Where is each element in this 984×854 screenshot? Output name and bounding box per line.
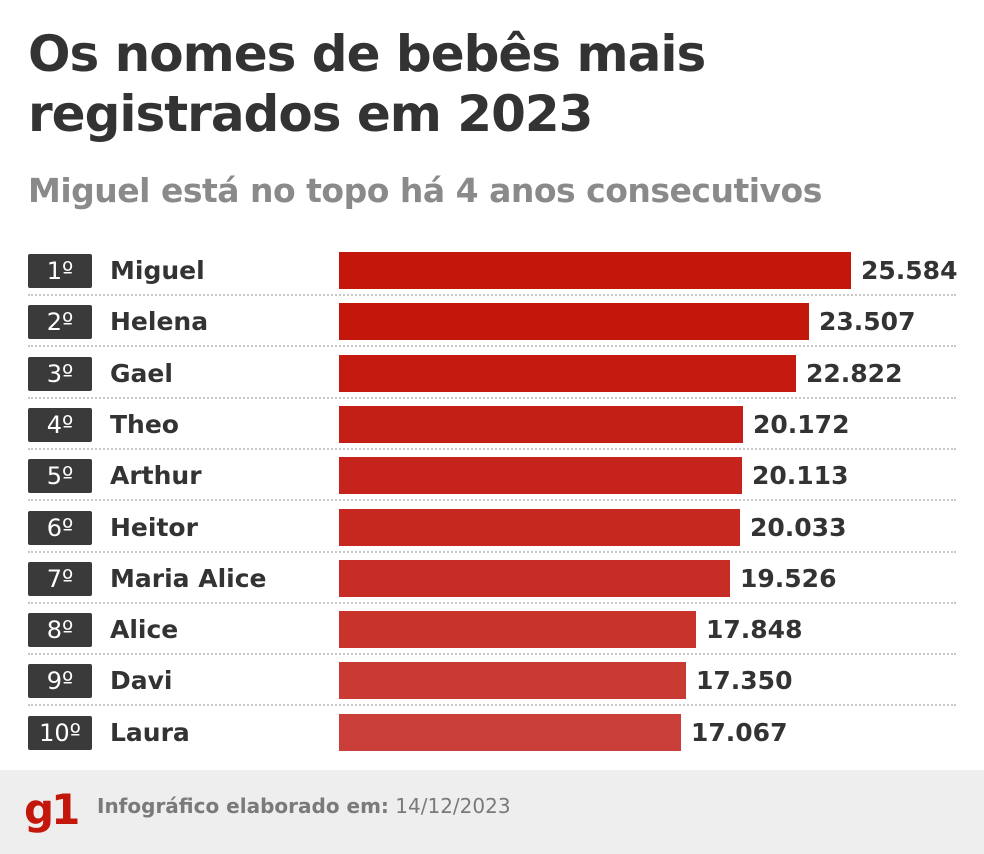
category-label: Heitor xyxy=(110,512,198,542)
bar xyxy=(339,713,681,751)
bar xyxy=(339,252,851,289)
row-divider xyxy=(28,550,956,553)
value-label: 20.033 xyxy=(750,512,847,542)
row-divider xyxy=(28,447,956,450)
category-label: Davi xyxy=(110,666,173,696)
rank-label: 9º xyxy=(46,667,74,696)
category-label: Gael xyxy=(110,358,173,388)
value-label: 20.172 xyxy=(753,409,850,439)
row-divider xyxy=(28,601,956,604)
rank-label: 1º xyxy=(46,257,74,285)
value-label: 17.350 xyxy=(696,666,793,696)
footer-date: 14/12/2023 xyxy=(395,794,511,818)
category-label: Maria Alice xyxy=(110,563,267,593)
rank-badge xyxy=(28,715,92,750)
value-label: 17.848 xyxy=(706,615,803,645)
rank-label: 10º xyxy=(39,718,81,747)
rank-badge xyxy=(28,407,92,442)
rank-badge xyxy=(28,356,92,391)
row-divider xyxy=(28,396,956,399)
bar xyxy=(339,457,742,495)
g1-logo: g1 xyxy=(24,785,80,834)
rank-label: 4º xyxy=(46,410,74,439)
value-label: 25.584 xyxy=(861,256,958,285)
category-label: Helena xyxy=(110,307,209,337)
rank-label: 5º xyxy=(46,462,74,491)
value-label: 23.507 xyxy=(819,307,916,337)
bar xyxy=(339,662,686,700)
chart-title: Os nomes de bebês mais registrados em 20… xyxy=(28,25,706,143)
row-divider xyxy=(28,345,956,348)
rank-badge xyxy=(28,254,92,288)
bar xyxy=(339,559,730,597)
rank-badge xyxy=(28,305,92,340)
bar xyxy=(339,405,743,443)
category-label: Theo xyxy=(110,409,179,439)
bar xyxy=(339,611,696,649)
value-label: 22.822 xyxy=(806,358,903,388)
rank-badge xyxy=(28,510,92,545)
category-label: Miguel xyxy=(110,256,205,285)
row-divider xyxy=(28,294,956,296)
category-label: Alice xyxy=(110,615,179,645)
rank-label: 6º xyxy=(46,513,74,542)
rank-label: 8º xyxy=(46,616,74,645)
bar xyxy=(339,303,809,341)
footer: g1 Infográfico elaborado em: 14/12/2023 xyxy=(0,770,984,854)
rank-badge xyxy=(28,561,92,596)
rank-badge xyxy=(28,459,92,494)
chart-subtitle: Miguel está no topo há 4 anos consecutiv… xyxy=(28,171,822,210)
value-label: 20.113 xyxy=(752,461,849,491)
value-label: 17.067 xyxy=(691,717,788,747)
category-label: Laura xyxy=(110,717,190,747)
rank-badge xyxy=(28,664,92,699)
value-label: 19.526 xyxy=(740,563,837,593)
bar-chart: 1º Miguel 25.584 2º Helena 23.507 3º Gael 22.822… xyxy=(0,244,984,764)
footer-note: Infográfico elaborado em: 14/12/2023 xyxy=(97,790,511,822)
rank-label: 3º xyxy=(46,359,74,388)
category-label: Arthur xyxy=(110,461,202,491)
rank-label: 7º xyxy=(46,564,74,593)
rank-badge xyxy=(28,613,92,648)
rank-label: 2º xyxy=(46,308,74,337)
bar xyxy=(339,508,740,546)
row-divider xyxy=(28,653,956,656)
footer-label: Infográfico elaborado em: xyxy=(97,794,389,818)
row-divider xyxy=(28,704,956,707)
bar xyxy=(339,354,796,392)
row-divider xyxy=(28,499,956,502)
